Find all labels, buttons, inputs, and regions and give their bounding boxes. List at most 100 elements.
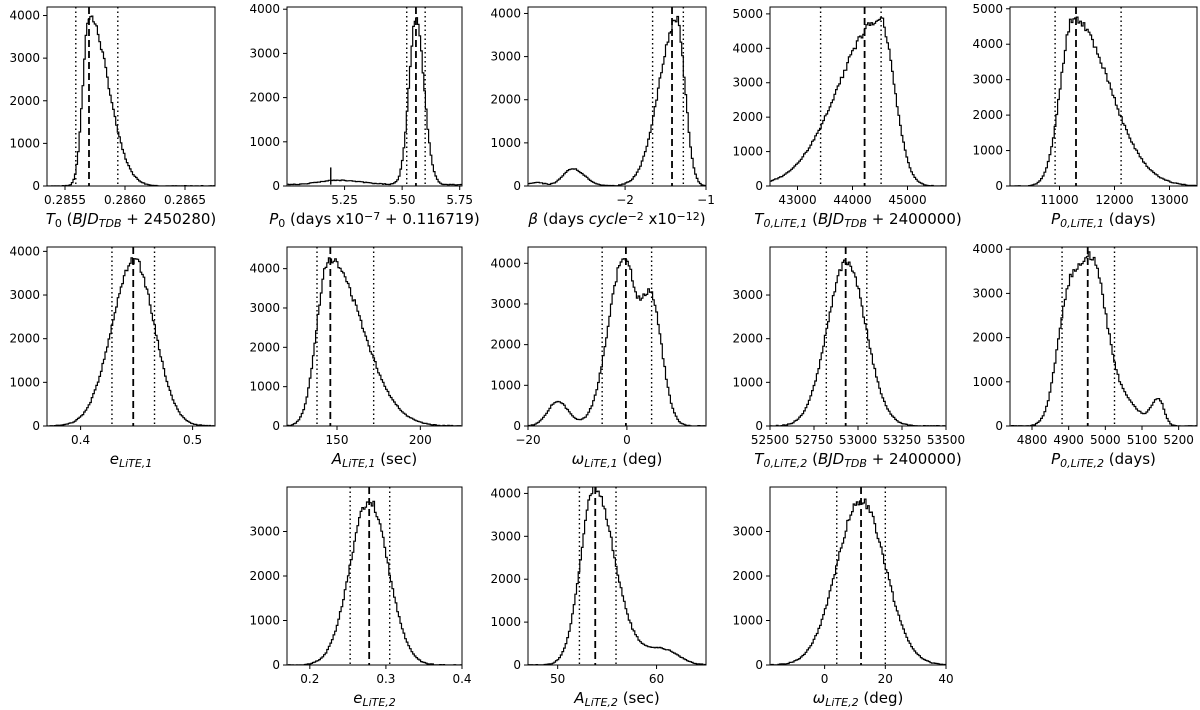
x-axis-label-part: β [527, 210, 538, 228]
x-axis-label-part: LiTE,2 [825, 696, 858, 709]
x-tick-label: 11000 [1040, 193, 1078, 207]
x-axis-label-part: 0,LiTE,2 [763, 457, 807, 470]
x-tick-label: 5.50 [389, 193, 416, 207]
y-tick-label: 1000 [972, 375, 1003, 389]
x-tick-label: 200 [409, 433, 432, 447]
y-tick-label: 2000 [732, 110, 763, 124]
x-axis-label-part: + 2450280) [122, 210, 217, 228]
plot-frame [1009, 246, 1198, 427]
y-tick-label: 3000 [9, 51, 40, 65]
x-axis-label-part: (deg) [859, 689, 904, 707]
plot-frame [46, 246, 216, 427]
x-axis-label-part: (sec) [375, 450, 417, 468]
histogram-step-curve [528, 15, 706, 186]
y-tick-label: 0 [32, 179, 40, 193]
x-tick-label: 0.2860 [104, 193, 146, 207]
x-tick-label: 52500 [751, 433, 789, 447]
y-tick-label: 3000 [490, 50, 521, 64]
y-tick-label: 4000 [972, 37, 1003, 51]
x-tick-label: 43000 [778, 193, 816, 207]
x-axis-label-part: 0 [55, 217, 62, 230]
histogram-step-curve [528, 487, 706, 665]
x-tick-label: 0.2865 [164, 193, 206, 207]
y-tick-label: 0 [272, 179, 280, 193]
x-axis-label-part: cycle [589, 210, 628, 228]
y-tick-label: 1000 [490, 136, 521, 150]
x-axis-label-part: (deg) [618, 450, 663, 468]
x-tick-label: 4800 [1017, 433, 1048, 447]
x-tick-label: 60 [649, 672, 664, 686]
x-axis-label: β (days cycle−2 x10−12) [527, 210, 705, 228]
x-tick-label: 52750 [795, 433, 833, 447]
y-tick-label: 4000 [732, 41, 763, 55]
x-axis-label-part: BJD [818, 210, 844, 228]
x-axis-label-part: −12 [677, 210, 700, 223]
y-tick-label: 0 [995, 179, 1003, 193]
y-tick-label: 0 [513, 179, 521, 193]
x-axis-label-part: 0 [278, 217, 285, 230]
x-tick-label: 50 [550, 672, 565, 686]
histogram-step-curve [47, 257, 215, 426]
x-axis-label-part: ( [807, 210, 818, 228]
histogram-panel: 0 1000 2000 3000 4000 0.4 0.5 eLiTE,1 [9, 244, 216, 470]
x-axis-label-part: P [269, 210, 279, 228]
x-axis-label-part: e [110, 450, 119, 468]
x-axis-label: ωLiTE,1 (deg) [572, 450, 663, 470]
y-tick-label: 1000 [732, 614, 763, 628]
y-tick-label: 3000 [249, 301, 280, 315]
y-tick-label: 2000 [9, 94, 40, 108]
histogram-step-curve [287, 17, 462, 186]
x-axis-label-part: TDB [844, 217, 867, 230]
x-tick-label: 5200 [1163, 433, 1194, 447]
y-tick-label: 2000 [972, 331, 1003, 345]
x-axis-label: P0,LiTE,1 (days) [1051, 210, 1156, 230]
y-tick-label: 1000 [732, 145, 763, 159]
y-tick-label: 4000 [249, 2, 280, 16]
x-axis-label: ALiTE,1 (sec) [331, 450, 417, 470]
x-tick-label: 5100 [1127, 433, 1158, 447]
x-axis-label: T0 (BJDTDB + 2450280) [46, 210, 217, 230]
x-tick-label: 0.4 [452, 672, 471, 686]
y-tick-label: 1000 [490, 615, 521, 629]
histogram-step-curve [1010, 16, 1197, 186]
x-axis-label-part: (days) [1104, 210, 1156, 228]
histogram-panel: 0 1000 2000 3000 4000 5000 43000 44000 45000 T0,L… [732, 6, 962, 230]
y-tick-label: 2000 [9, 332, 40, 346]
x-tick-label: 12000 [1095, 193, 1133, 207]
x-axis-label-part: BJD [818, 450, 844, 468]
y-tick-label: 1000 [732, 375, 763, 389]
y-tick-label: 3000 [732, 525, 763, 539]
y-tick-label: 5000 [972, 2, 1003, 16]
x-axis-label-part: P [1051, 450, 1061, 468]
y-tick-label: 4000 [972, 242, 1003, 256]
histogram-step-curve [770, 498, 946, 665]
x-axis-label: P0,LiTE,2 (days) [1051, 450, 1156, 470]
x-axis-label: ωLiTE,2 (deg) [813, 689, 904, 709]
x-tick-label: 53000 [839, 433, 877, 447]
x-axis-label-part: ) [700, 210, 706, 228]
plot-frame [286, 246, 463, 427]
x-axis-label: eLiTE,1 [110, 450, 153, 470]
x-axis-label-part: A [331, 450, 342, 468]
x-tick-label: 53500 [927, 433, 965, 447]
x-tick-label: 13000 [1150, 193, 1188, 207]
x-axis-label: ALiTE,2 (sec) [573, 689, 659, 709]
y-tick-label: 0 [513, 658, 521, 672]
y-tick-label: 0 [272, 419, 280, 433]
y-tick-label: 0 [272, 658, 280, 672]
x-axis-label-part: −7 [364, 210, 380, 223]
histogram-step-curve [287, 500, 462, 665]
plot-frame [527, 6, 707, 187]
x-axis-label-part: T [754, 450, 765, 468]
x-tick-label: 44000 [833, 193, 871, 207]
y-tick-label: 4000 [490, 6, 521, 20]
y-tick-label: 3000 [972, 73, 1003, 87]
histogram-panel: 0 1000 2000 3000 0.2 0.3 0.4 eLiTE,2 [249, 486, 472, 709]
x-axis-label-part: (sec) [618, 689, 660, 707]
x-tick-label: −20 [515, 433, 540, 447]
x-axis-label-part: TDB [844, 457, 867, 470]
y-tick-label: 1000 [9, 136, 40, 150]
